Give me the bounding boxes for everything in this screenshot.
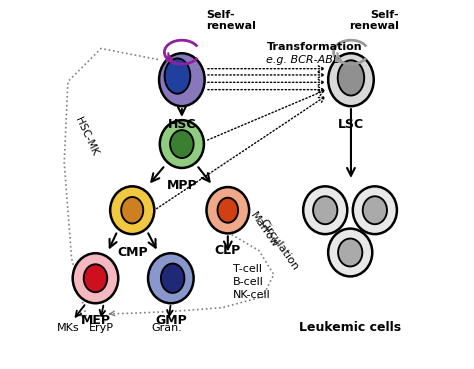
Ellipse shape bbox=[338, 238, 362, 266]
Ellipse shape bbox=[160, 120, 204, 168]
Text: Transformation: Transformation bbox=[266, 42, 362, 52]
Text: CMP: CMP bbox=[117, 246, 147, 259]
Ellipse shape bbox=[110, 186, 155, 234]
Text: HSC-MK: HSC-MK bbox=[73, 116, 100, 158]
Ellipse shape bbox=[164, 58, 191, 94]
Text: CLP: CLP bbox=[215, 244, 241, 258]
Text: Circulation: Circulation bbox=[258, 218, 301, 273]
Text: e.g. BCR-ABL: e.g. BCR-ABL bbox=[266, 55, 339, 65]
Text: B-cell: B-cell bbox=[233, 277, 264, 287]
Ellipse shape bbox=[353, 186, 397, 234]
Text: MPP: MPP bbox=[166, 179, 197, 192]
Text: MEP: MEP bbox=[81, 314, 110, 327]
Text: GMP: GMP bbox=[155, 314, 187, 327]
Text: T-cell: T-cell bbox=[233, 264, 262, 274]
Text: Self-: Self- bbox=[370, 10, 399, 20]
Ellipse shape bbox=[121, 197, 143, 224]
Ellipse shape bbox=[338, 60, 364, 96]
Text: EryP: EryP bbox=[89, 323, 113, 333]
Ellipse shape bbox=[328, 53, 374, 106]
Ellipse shape bbox=[313, 196, 337, 224]
Ellipse shape bbox=[303, 186, 347, 234]
Text: MKs: MKs bbox=[56, 323, 79, 333]
Ellipse shape bbox=[328, 229, 372, 276]
Text: renewal: renewal bbox=[206, 21, 255, 31]
Text: Gran.: Gran. bbox=[152, 323, 182, 333]
Ellipse shape bbox=[207, 187, 249, 233]
Ellipse shape bbox=[363, 196, 387, 224]
Ellipse shape bbox=[159, 53, 205, 106]
Ellipse shape bbox=[148, 253, 193, 303]
Ellipse shape bbox=[84, 264, 107, 292]
Text: Marrow: Marrow bbox=[248, 211, 280, 250]
Ellipse shape bbox=[161, 263, 184, 293]
Ellipse shape bbox=[170, 130, 193, 158]
Text: Leukemic cells: Leukemic cells bbox=[299, 321, 401, 334]
Text: NK-cell: NK-cell bbox=[233, 290, 271, 300]
Text: HSC: HSC bbox=[168, 118, 196, 131]
Text: renewal: renewal bbox=[349, 21, 399, 31]
Text: LSC: LSC bbox=[338, 118, 364, 131]
Ellipse shape bbox=[73, 253, 118, 303]
Ellipse shape bbox=[218, 198, 238, 223]
Text: Self-: Self- bbox=[206, 10, 234, 20]
